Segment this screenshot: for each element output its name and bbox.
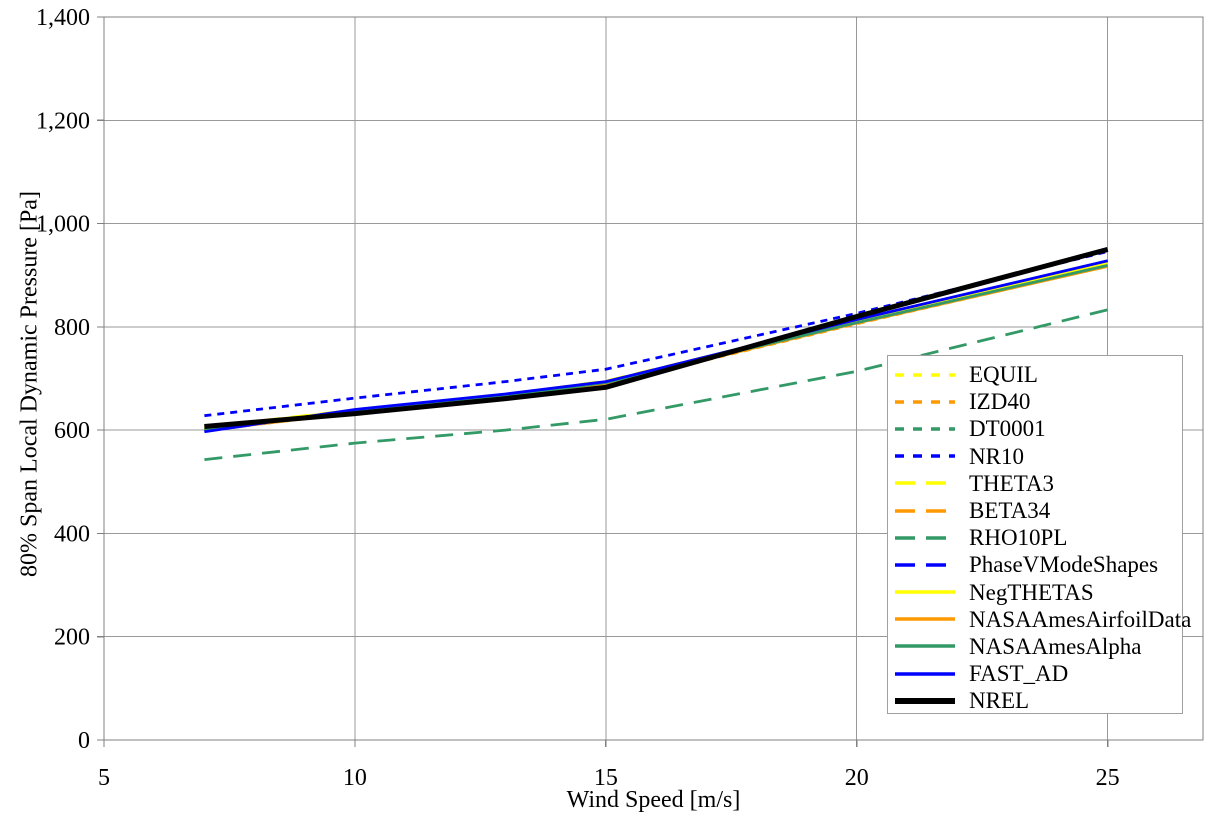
gridlines	[104, 17, 1203, 740]
legend-line-sample-icon	[895, 535, 955, 540]
legend-label: DT0001	[969, 416, 1046, 442]
legend-item-RHO10PL: RHO10PL	[888, 524, 1182, 551]
legend-line-sample-icon	[895, 508, 955, 513]
legend-label: BETA34	[969, 498, 1051, 524]
legend-label: IZD40	[969, 389, 1031, 415]
x-axis-title: Wind Speed [m/s]	[566, 787, 741, 813]
y-tick-label: 0	[78, 728, 90, 754]
legend-line-sample-icon	[895, 617, 955, 622]
legend-line-sample-icon	[895, 563, 955, 567]
series-line-NREL	[204, 246, 1109, 429]
y-tick-label: 1,200	[36, 108, 90, 134]
legend-label: FAST_AD	[969, 661, 1069, 687]
legend-line-sample-icon	[895, 400, 955, 404]
legend-line-sample-icon	[895, 644, 955, 649]
legend-item-NREL: NREL	[888, 687, 1182, 714]
x-tick-label: 15	[594, 765, 618, 791]
y-axis-title: 80% Span Local Dynamic Pressure [Pa]	[16, 191, 43, 577]
legend-item-NR10: NR10	[888, 443, 1182, 470]
y-tick-label: 1,400	[36, 5, 90, 31]
x-tick-label: 20	[845, 765, 869, 791]
y-tick-label: 800	[54, 315, 90, 341]
legend-item-PhaseVModeShapes: PhaseVModeShapes	[888, 551, 1182, 578]
legend-label: THETA3	[969, 470, 1055, 496]
y-tick-label: 400	[54, 521, 90, 547]
legend-label: NR10	[969, 443, 1024, 469]
x-tick-label: 5	[98, 765, 110, 791]
legend-line-sample-icon	[895, 590, 955, 594]
legend-item-EQUIL: EQUIL	[888, 361, 1182, 388]
legend-line-sample-icon	[895, 671, 955, 676]
legend-line-sample-icon	[895, 454, 955, 458]
tick-labels: 5 10 15 20 25 0 200 400 600 800 1,000 1,200 1,400	[36, 5, 1120, 791]
legend-box: EQUIL IZD40 DT0001 NR10 THETA3 BETA34 RHO10PL P…	[887, 355, 1191, 714]
legend-label: NREL	[969, 688, 1030, 714]
legend-item-FAST_AD: FAST_AD	[888, 660, 1182, 687]
legend-label: NASAAmesAirfoilData	[969, 606, 1192, 632]
y-tick-label: 200	[54, 625, 90, 651]
series-line-FAST_AD	[204, 259, 1109, 434]
legend-label: PhaseVModeShapes	[969, 552, 1159, 578]
legend-item-BETA34: BETA34	[888, 497, 1182, 524]
axis-ticks	[97, 16, 1109, 747]
legend-item-NASAAmesAlpha: NASAAmesAlpha	[888, 633, 1182, 660]
legend-label: NegTHETAS	[969, 579, 1094, 605]
legend-label: NASAAmesAlpha	[969, 633, 1142, 659]
legend-item-THETA3: THETA3	[888, 470, 1182, 497]
x-tick-label: 25	[1096, 765, 1120, 791]
y-tick-label: 1,000	[36, 212, 90, 238]
plot-border	[103, 16, 1204, 741]
legend-line-sample-icon	[895, 427, 955, 431]
legend-label: RHO10PL	[969, 525, 1068, 551]
legend-line-sample-icon	[895, 697, 955, 704]
x-tick-label: 10	[343, 765, 367, 791]
legend-item-NegTHETAS: NegTHETAS	[888, 579, 1182, 606]
legend-line-sample-icon	[895, 481, 955, 486]
y-tick-label: 600	[54, 418, 90, 444]
legend-item-DT0001: DT0001	[888, 415, 1182, 442]
legend-item-IZD40: IZD40	[888, 388, 1182, 415]
legend-item-NASAAmesAirfoilData: NASAAmesAirfoilData	[888, 606, 1191, 633]
legend-label: EQUIL	[969, 362, 1038, 388]
series-lines	[204, 246, 1109, 461]
legend-line-sample-icon	[895, 372, 955, 377]
